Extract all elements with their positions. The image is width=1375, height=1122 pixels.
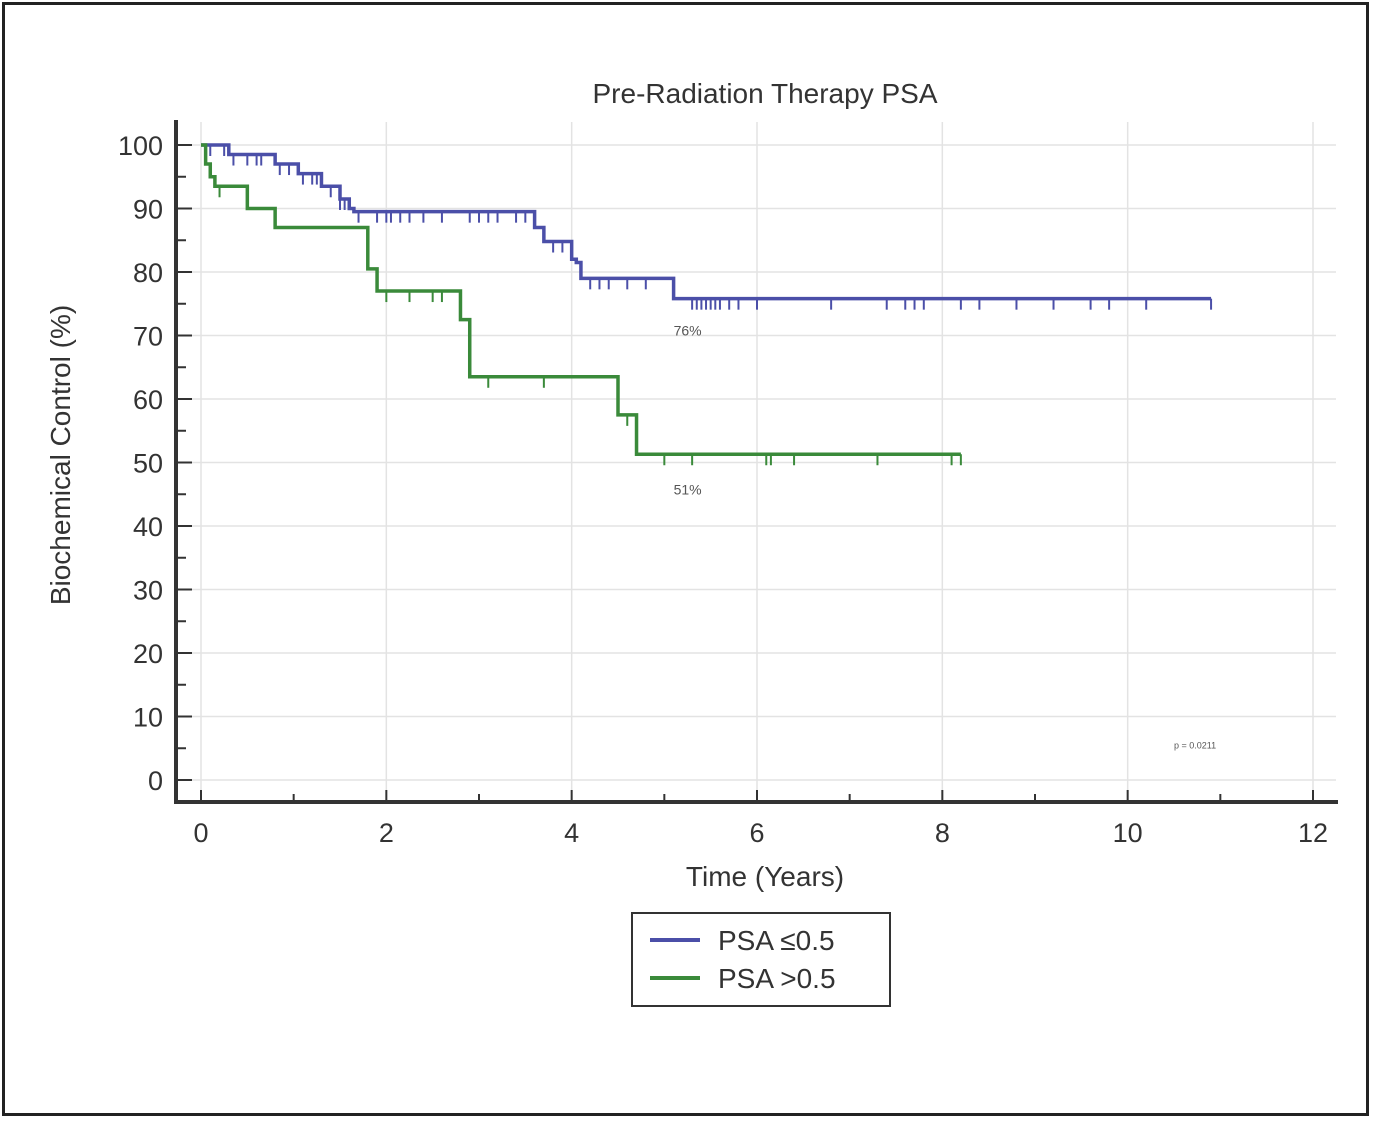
y-tick-label-50: 50 [133,449,163,479]
grid-lines [176,122,1336,802]
survival-curves [201,143,1213,466]
x-axis-label: Time (Years) [686,861,844,892]
y-tick-label-90: 90 [133,195,163,225]
percent-annotation-1: 51% [674,481,702,497]
p-value-annotation: p = 0.0211 [1174,740,1216,750]
y-tick-label-70: 70 [133,322,163,352]
x-tick-label-12: 12 [1298,818,1328,848]
y-axis-ticks: 0 10 20 30 40 50 60 70 80 90 100 [118,131,192,796]
y-tick-label-80: 80 [133,258,163,288]
x-tick-label-2: 2 [379,818,394,848]
x-tick-label-0: 0 [193,818,208,848]
x-tick-label-8: 8 [935,818,950,848]
chart-title: Pre-Radiation Therapy PSA [593,78,938,109]
y-tick-label-60: 60 [133,385,163,415]
x-tick-label-6: 6 [749,818,764,848]
legend-label-psa-gt-0-5: PSA >0.5 [718,963,836,994]
x-tick-label-4: 4 [564,818,579,848]
legend: PSA ≤0.5 PSA >0.5 [631,912,891,1007]
survival-curve-0 [201,143,1212,301]
survival-curve-1 [201,143,961,456]
x-tick-label-10: 10 [1113,818,1143,848]
y-tick-label-0: 0 [148,766,163,796]
legend-label-psa-le-0-5: PSA ≤0.5 [718,925,835,956]
legend-box [631,912,891,1007]
percent-annotation-0: 76% [674,323,702,339]
y-tick-label-30: 30 [133,576,163,606]
x-axis-ticks: 0 2 4 6 8 10 12 [193,790,1328,848]
y-axis-label: Biochemical Control (%) [45,305,76,605]
annotations: 76% 51% p = 0.0211 [674,323,1217,751]
y-tick-label-40: 40 [133,512,163,542]
y-tick-label-20: 20 [133,639,163,669]
y-tick-label-10: 10 [133,703,163,733]
y-tick-label-100: 100 [118,131,163,161]
